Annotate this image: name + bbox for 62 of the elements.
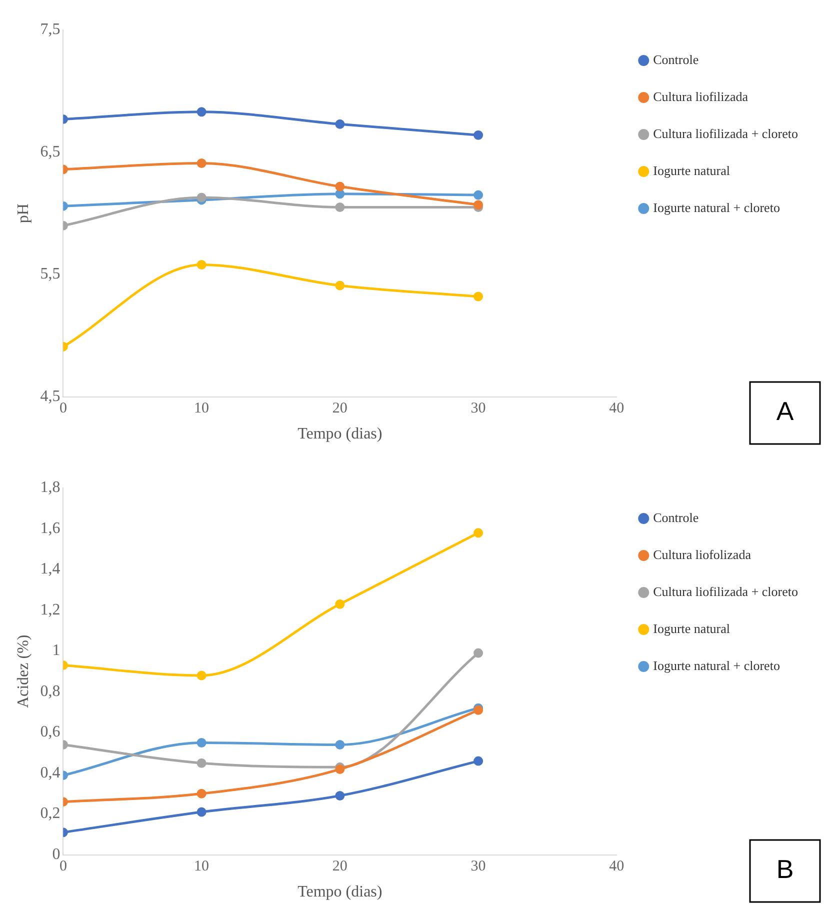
point [196,670,206,680]
legend-label: Cultura liofilizada + cloreto [653,584,798,599]
y-tick-label: 1 [52,642,60,660]
legend-label: Controle [653,52,699,67]
y-axis-title: Acidez (%) [14,634,32,708]
y-tick-label: 0,2 [40,805,60,822]
point [196,158,206,168]
point [196,738,206,748]
y-tick-label: 0,4 [40,764,60,782]
point [335,280,345,290]
y-tick-label: 1,4 [40,560,60,578]
legend-label: Iogurte natural + cloreto [653,200,780,215]
point [196,107,206,117]
point [474,200,484,210]
text: A [776,396,794,426]
point [335,790,345,800]
y-tick-label: 1,8 [40,479,60,496]
y-tick-label: 1,2 [40,601,60,618]
point [335,599,345,609]
y-tick-label: 1,6 [40,520,60,537]
y-tick-label: 7,5 [40,21,60,38]
x-tick-label: 20 [332,400,348,417]
x-tick-label: 40 [609,400,624,417]
y-tick-label: 0,8 [40,682,60,700]
point [474,190,484,200]
y-tick-label: 0 [52,846,60,864]
point [335,189,345,199]
point [474,648,484,658]
x-tick-label: 10 [194,400,210,417]
y-tick-label: 6,5 [40,143,60,160]
point [474,292,484,302]
point [196,788,206,798]
y-axis-title: pH [14,203,32,224]
y-tick-label: 4,5 [40,388,60,406]
point [474,756,484,766]
point [474,528,484,538]
x-tick-label: 40 [609,858,624,875]
text: B [776,854,794,884]
x-tick-label: 30 [470,858,486,875]
legend-label: Iogurte natural [653,620,730,636]
legend-label: Controle [653,510,699,525]
point [196,758,206,768]
point [196,192,206,202]
x-tick-label: 10 [194,858,210,875]
legend-label: Iogurte natural [653,162,730,178]
y-tick-label: 0,6 [40,724,60,741]
legend-label: Cultura liofilizada [653,88,748,104]
x-axis-title: Tempo (dias) [298,884,382,901]
x-tick-label: 30 [470,400,486,417]
point [474,130,484,140]
point [196,807,206,817]
x-tick-label: 20 [332,858,348,875]
legend-label: Iogurte natural + cloreto [653,658,780,673]
point [335,202,345,212]
legend-label: Cultura liofilizada + cloreto [653,126,798,141]
point [335,182,345,192]
legend-label: Cultura liofolizada [653,546,752,562]
y-tick-label: 5,5 [40,266,60,283]
point [335,740,345,750]
x-axis-title: Tempo (dias) [298,426,382,443]
point [196,260,206,270]
point [335,119,345,129]
